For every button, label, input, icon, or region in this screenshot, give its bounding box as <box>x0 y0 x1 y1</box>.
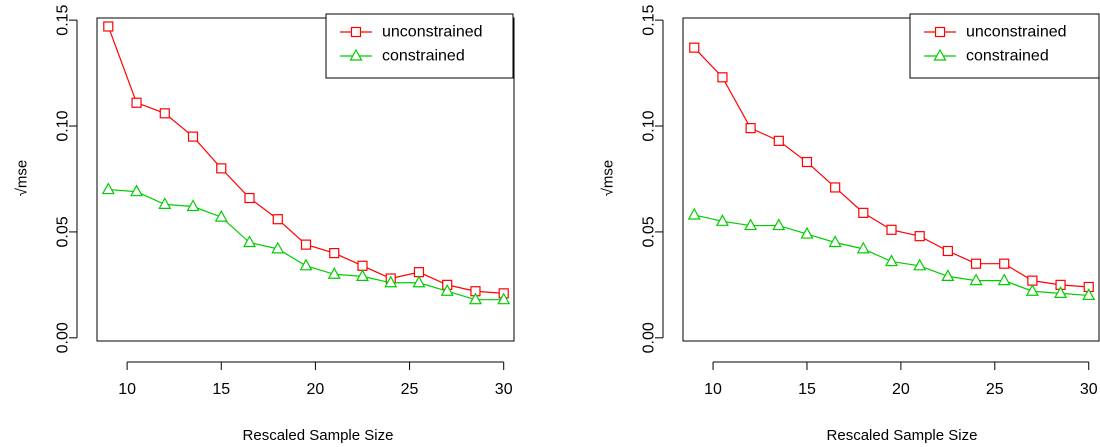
data-point-triangle <box>214 209 228 222</box>
y-tick-label: 0.05 <box>55 216 72 247</box>
data-point-triangle <box>1082 288 1096 301</box>
data-point-triangle <box>997 273 1011 286</box>
legend-box <box>909 13 1100 79</box>
data-point-square <box>717 72 728 83</box>
legend-marker-triangle <box>933 48 947 61</box>
y-axis-title: √mse <box>14 160 31 197</box>
data-point-triangle <box>828 235 842 248</box>
data-point-square <box>272 214 283 225</box>
data-point-triangle <box>856 241 870 254</box>
x-tick-label: 25 <box>986 381 1004 398</box>
data-point-square <box>216 163 227 174</box>
x-tick-label: 25 <box>401 381 419 398</box>
data-point-triangle <box>440 283 454 296</box>
data-point-triangle <box>1025 283 1039 296</box>
data-point-square <box>689 42 700 53</box>
data-point-triangle <box>271 241 285 254</box>
data-point-square <box>413 267 425 278</box>
data-point-triangle <box>412 275 426 288</box>
data-point-triangle <box>355 269 370 281</box>
y-tick-label: 0.05 <box>641 216 658 247</box>
chart-panel-2: 10 15 20 25 30 0.00 0.05 0.10 0.15 Rescaled Sampl… <box>600 4 1100 444</box>
x-axis-title: Rescaled Sample Size <box>827 427 978 444</box>
series-line <box>693 47 1089 288</box>
plot-frame <box>682 17 1100 342</box>
data-point-triangle <box>800 226 814 239</box>
y-tick-label: 0.10 <box>641 110 658 141</box>
data-point-triangle <box>130 184 144 197</box>
data-point-square <box>886 224 897 235</box>
y-axis-title: √mse <box>600 160 617 197</box>
data-point-triangle <box>744 218 758 231</box>
data-point-triangle <box>913 258 927 271</box>
y-tick-label: 0.00 <box>55 322 72 353</box>
legend-marker-square <box>350 26 362 38</box>
legend-marker-triangle <box>349 48 363 61</box>
legend-box <box>325 13 514 79</box>
legend-label: unconstrained <box>382 24 483 41</box>
data-point-square <box>745 123 756 134</box>
x-tick-label: 10 <box>118 381 136 398</box>
series-constrained <box>687 207 1096 301</box>
x-tick-label: 15 <box>798 381 816 398</box>
x-tick-label: 30 <box>1080 381 1098 398</box>
data-point-triangle <box>1054 286 1068 298</box>
data-point-triangle <box>497 292 511 305</box>
legend-marker-square <box>934 26 946 38</box>
data-point-square <box>159 108 170 119</box>
data-point-square <box>914 231 925 242</box>
data-point-square <box>244 192 255 204</box>
plot-frame <box>96 17 515 342</box>
data-point-square <box>357 260 368 271</box>
series-unconstrained <box>689 42 1094 293</box>
legend: unconstrained constrained <box>909 13 1100 79</box>
data-point-square <box>858 207 869 218</box>
data-point-square <box>329 248 340 259</box>
data-point-square <box>103 21 114 32</box>
y-tick-label: 0.15 <box>641 4 658 35</box>
legend: unconstrained constrained <box>325 13 514 79</box>
legend-label: constrained <box>966 48 1049 65</box>
chart-panel-1: 10 15 20 25 30 0.00 0.05 0.10 0.15 Rescaled Sampl… <box>14 4 515 444</box>
data-point-triangle <box>772 218 786 231</box>
data-point-square <box>942 245 953 257</box>
legend-label: constrained <box>382 48 465 65</box>
data-point-square <box>131 97 142 108</box>
legend-label: unconstrained <box>966 24 1067 41</box>
data-point-triangle <box>101 182 115 195</box>
data-point-square <box>970 258 982 269</box>
series-constrained <box>101 182 511 305</box>
data-point-square <box>300 239 312 250</box>
data-point-triangle <box>242 235 257 248</box>
data-point-triangle <box>299 258 313 271</box>
data-point-triangle <box>969 273 983 286</box>
data-point-square <box>801 156 813 168</box>
data-point-triangle <box>715 214 729 226</box>
data-point-triangle <box>687 207 701 220</box>
data-point-triangle <box>327 267 341 279</box>
data-point-square <box>1027 275 1038 286</box>
y-tick-label: 0.15 <box>55 4 72 35</box>
data-point-triangle <box>941 269 955 281</box>
y-tick-label: 0.00 <box>641 322 658 353</box>
data-point-square <box>187 131 199 142</box>
data-point-square <box>999 258 1010 269</box>
data-point-square <box>830 182 841 193</box>
data-point-triangle <box>884 254 899 267</box>
data-point-triangle <box>186 199 200 212</box>
y-tick-label: 0.10 <box>55 110 72 141</box>
x-tick-label: 15 <box>212 381 230 398</box>
data-point-triangle <box>468 292 482 305</box>
x-tick-label: 30 <box>495 381 513 398</box>
data-point-square <box>773 135 784 146</box>
x-tick-label: 10 <box>704 381 722 398</box>
x-tick-label: 20 <box>892 381 910 398</box>
data-point-triangle <box>384 275 398 288</box>
data-point-triangle <box>158 197 172 209</box>
x-tick-label: 20 <box>307 381 325 398</box>
x-axis-title: Rescaled Sample Size <box>243 427 394 444</box>
